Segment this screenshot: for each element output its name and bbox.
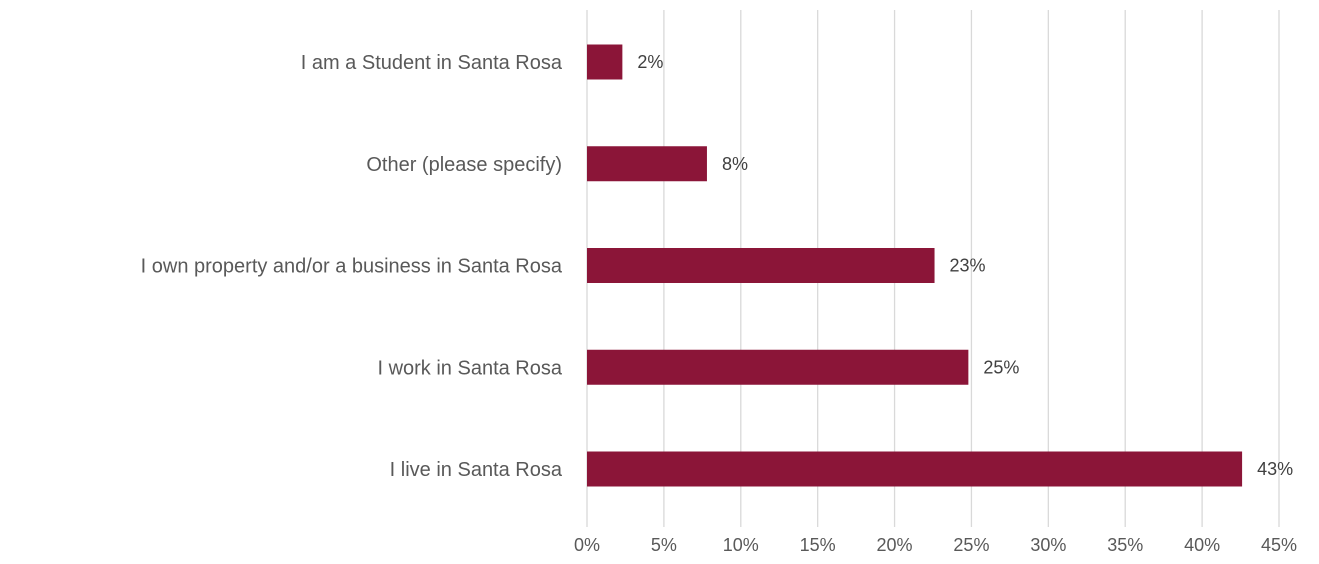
bar	[587, 146, 707, 182]
category-label: I am a Student in Santa Rosa	[301, 52, 563, 74]
category-label: I work in Santa Rosa	[377, 357, 562, 379]
x-tick-label: 25%	[953, 535, 989, 555]
bar	[587, 248, 935, 283]
bar	[587, 44, 623, 80]
data-label: 43%	[1257, 459, 1293, 479]
x-tick-label: 20%	[877, 535, 913, 555]
x-tick-label: 30%	[1030, 535, 1066, 555]
x-axis-tick-labels: 0% 5% 10% 15% 20% 25% 30% 35% 40% 45%	[574, 535, 1297, 555]
data-label: 23%	[950, 256, 986, 276]
data-label: 25%	[983, 357, 1019, 377]
data-labels: 2% 8% 23% 25% 43%	[637, 52, 1293, 479]
category-label: I own property and/or a business in Sant…	[141, 256, 563, 278]
x-tick-label: 5%	[651, 535, 677, 555]
data-label: 2%	[637, 52, 663, 72]
bar	[587, 451, 1243, 487]
x-tick-label: 15%	[800, 535, 836, 555]
category-labels: I am a Student in Santa Rosa Other (pleas…	[141, 52, 563, 481]
category-label: I live in Santa Rosa	[390, 459, 563, 481]
x-tick-label: 35%	[1107, 535, 1143, 555]
x-tick-label: 0%	[574, 535, 600, 555]
category-label: Other (please specify)	[366, 154, 562, 176]
x-tick-label: 10%	[723, 535, 759, 555]
data-label: 8%	[722, 154, 748, 174]
x-tick-label: 45%	[1261, 535, 1297, 555]
bars	[587, 44, 1243, 487]
bar	[587, 349, 969, 385]
x-tick-label: 40%	[1184, 535, 1220, 555]
